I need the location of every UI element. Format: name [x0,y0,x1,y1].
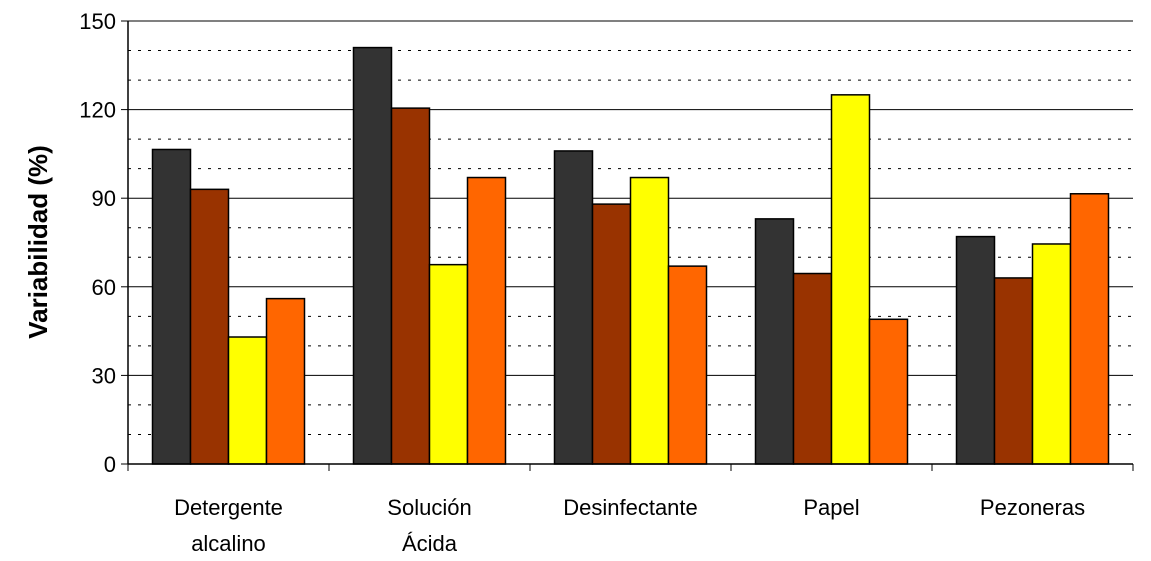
y-tick-labels: 0 30 60 90 120 150 [79,9,116,477]
bar [1031,243,1072,465]
x-category-label-line: Solución [387,495,471,520]
bar [754,218,795,465]
bar [955,235,996,465]
bar [591,203,632,465]
x-category-label-line: Detergente [174,495,283,520]
bar [629,176,670,465]
bar [189,188,230,465]
bars [151,46,1110,465]
bar [792,272,833,465]
bar [352,46,393,465]
bar [428,263,469,465]
bar [466,176,507,465]
bar [390,107,431,465]
x-category-labels: Detergente alcalino Solución Ácida Desinfect… [174,495,1085,556]
x-category-label: Papel [803,495,859,520]
bar [667,265,708,465]
y-tick-label: 150 [79,9,116,34]
x-category-label: Detergente alcalino [174,495,283,556]
bar [553,150,594,465]
x-category-label-line: Ácida [402,531,458,556]
bar [151,148,192,465]
axes [121,20,1134,471]
bar [830,94,871,465]
bar [868,318,909,465]
y-tick-label: 30 [92,363,116,388]
x-category-label-line: Desinfectante [563,495,698,520]
bar [227,336,268,465]
x-category-label-line: alcalino [191,531,266,556]
x-category-label: Solución Ácida [387,495,471,556]
x-category-label-line: Pezoneras [980,495,1085,520]
x-category-label: Pezoneras [980,495,1085,520]
y-tick-label: 0 [104,452,116,477]
y-tick-label: 120 [79,98,116,123]
x-category-label-line: Papel [803,495,859,520]
bar [1069,193,1110,465]
y-axis-title: Variabilidad (%) [23,145,53,339]
y-tick-label: 60 [92,275,116,300]
bar [265,297,306,465]
bar [993,277,1034,465]
y-tick-label: 90 [92,186,116,211]
x-category-label: Desinfectante [563,495,698,520]
